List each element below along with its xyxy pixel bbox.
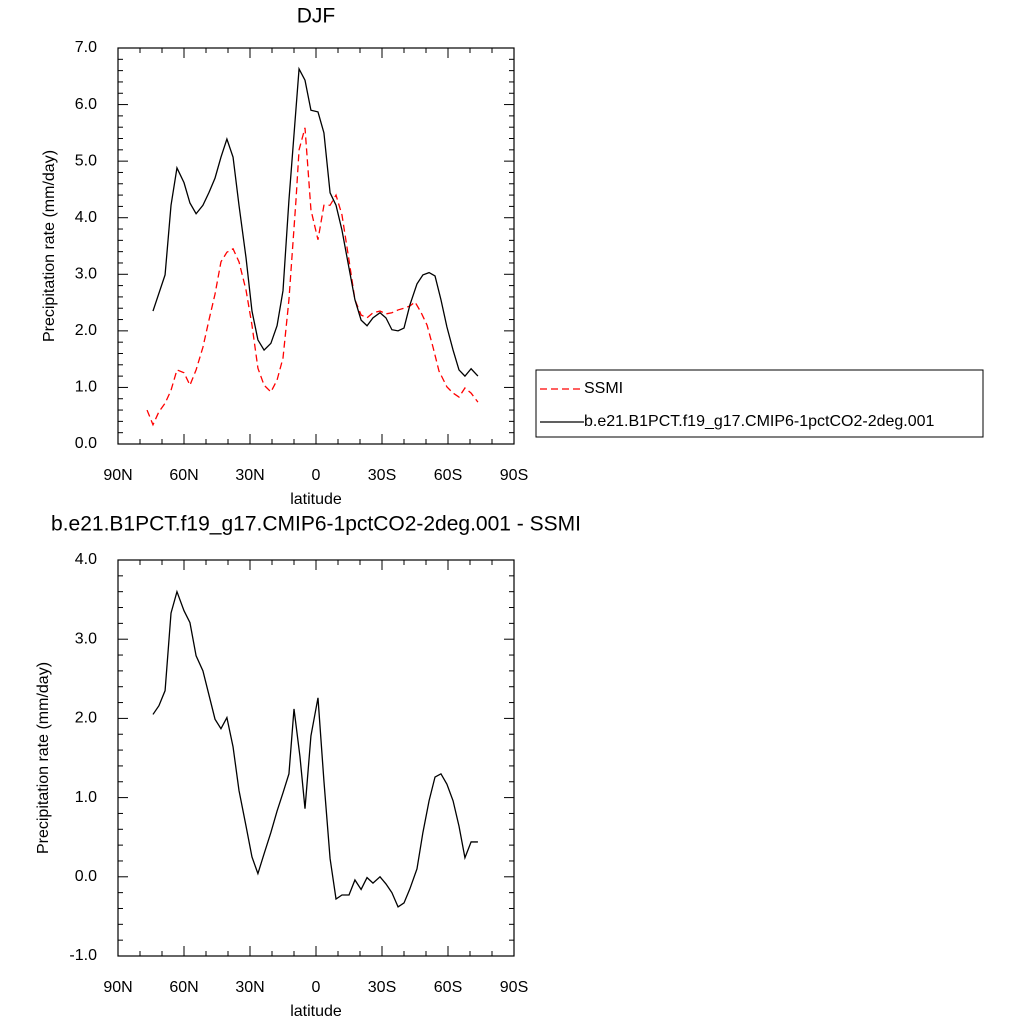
y-tick-label: 2.0 <box>75 710 97 727</box>
y-tick-label: 4.0 <box>75 209 97 226</box>
y-tick-label: 4.0 <box>75 551 97 568</box>
x-tick-label: 60N <box>169 467 198 484</box>
y-tick-label: 5.0 <box>75 152 97 169</box>
x-tick-label: 90N <box>103 979 132 996</box>
x-axis-label: latitude <box>290 491 342 508</box>
x-tick-label: 30S <box>368 467 396 484</box>
x-tick-label: 0 <box>312 979 321 996</box>
y-tick-label: 0.0 <box>75 435 97 452</box>
x-tick-label: 90N <box>103 467 132 484</box>
y-axis-label: Precipitation rate (mm/day) <box>35 662 52 854</box>
chart-title: b.e21.B1PCT.f19_g17.CMIP6-1pctCO2-2deg.0… <box>51 513 581 536</box>
x-axis-label: latitude <box>290 1003 342 1020</box>
y-tick-label: 3.0 <box>75 266 97 283</box>
plot-frame <box>117 47 515 445</box>
y-axis-label: Precipitation rate (mm/day) <box>41 150 58 342</box>
data-line <box>146 127 479 427</box>
y-tick-label: 0.0 <box>75 868 97 885</box>
x-tick-label: 60N <box>169 979 198 996</box>
x-tick-label: 0 <box>312 467 321 484</box>
x-tick-label: 90S <box>500 979 528 996</box>
x-tick-label: 90S <box>500 467 528 484</box>
y-tick-label: 2.0 <box>75 322 97 339</box>
y-tick-label: -1.0 <box>69 947 97 964</box>
x-tick-label: 30S <box>368 979 396 996</box>
y-tick-label: 1.0 <box>75 789 97 806</box>
y-tick-label: 1.0 <box>75 379 97 396</box>
data-line <box>152 589 478 908</box>
y-tick-label: 7.0 <box>75 39 97 56</box>
data-line <box>152 66 479 378</box>
legend-label: SSMI <box>584 380 623 397</box>
x-tick-label: 60S <box>434 467 462 484</box>
legend-label: b.e21.B1PCT.f19_g17.CMIP6-1pctCO2-2deg.0… <box>584 413 935 430</box>
plot-frame <box>117 559 515 957</box>
y-tick-label: 3.0 <box>75 630 97 647</box>
legend-box <box>535 369 984 438</box>
x-tick-label: 30N <box>235 467 264 484</box>
x-tick-label: 30N <box>235 979 264 996</box>
x-tick-label: 60S <box>434 979 462 996</box>
y-tick-label: 6.0 <box>75 96 97 113</box>
chart-title: DJF <box>297 5 336 28</box>
